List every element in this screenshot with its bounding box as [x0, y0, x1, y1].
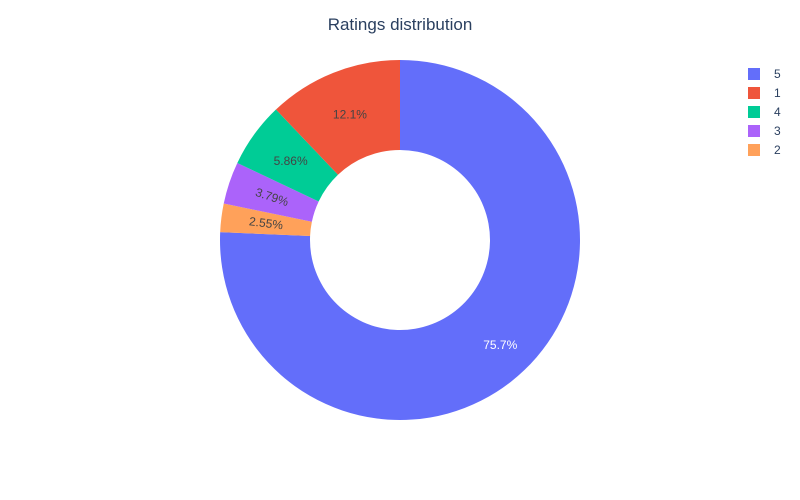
- slice-1[interactable]: [275, 60, 400, 175]
- slice-3[interactable]: [223, 162, 319, 222]
- slice-label-2: 2.55%: [248, 214, 284, 232]
- legend-swatch-5[interactable]: [748, 68, 760, 80]
- legend-swatch-1[interactable]: [748, 87, 760, 99]
- slice-2[interactable]: [220, 203, 312, 237]
- donut-slices: [219, 60, 580, 420]
- legend: 5 1 4 3 2: [748, 67, 781, 157]
- slice-label-5: 75.7%: [483, 338, 517, 352]
- slice-label-1: 12.1%: [333, 108, 367, 122]
- legend-swatch-3[interactable]: [748, 125, 760, 137]
- legend-swatch-2[interactable]: [748, 144, 760, 156]
- legend-label-5[interactable]: 5: [774, 67, 781, 81]
- legend-label-1[interactable]: 1: [774, 86, 781, 100]
- slice-4[interactable]: [237, 109, 338, 202]
- legend-swatch-4[interactable]: [748, 106, 760, 118]
- legend-label-3[interactable]: 3: [774, 124, 781, 138]
- slice-5[interactable]: [219, 60, 580, 420]
- slice-label-4: 5.86%: [274, 154, 308, 168]
- legend-label-2[interactable]: 2: [774, 143, 781, 157]
- chart-title: Ratings distribution: [328, 15, 473, 34]
- legend-label-4[interactable]: 4: [774, 105, 781, 119]
